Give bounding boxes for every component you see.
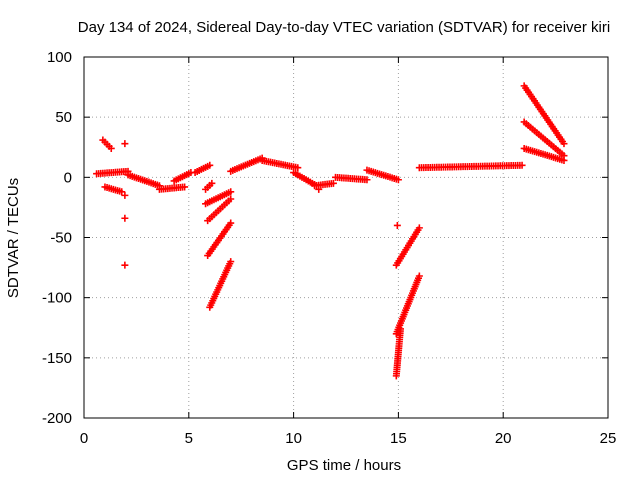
x-tick-label: 15 [390,430,407,447]
data-point [121,191,129,199]
y-tick-label: -150 [42,350,72,367]
y-tick-label: -100 [42,290,72,307]
y-tick-label: -200 [42,410,72,427]
y-tick-label: -50 [50,230,72,247]
gridlines [84,57,608,418]
data-point [396,325,404,333]
data-point [329,179,337,187]
data-point [227,195,235,203]
data-point [121,214,129,222]
axis-ticks: 0 5 10 15 20 25 -200 -150 -100 -50 0 50 100 [42,49,616,447]
data-point [206,161,214,169]
data-point [415,224,423,232]
x-tick-label: 25 [600,430,617,447]
data-point [208,179,216,187]
data-point [227,258,235,266]
data-point [560,156,568,164]
x-tick-label: 20 [495,430,512,447]
data-point [294,164,302,172]
data-point [118,188,126,196]
data-point [227,188,235,196]
y-tick-label: 50 [55,109,72,126]
chart-title: Day 134 of 2024, Sidereal Day-to-day VTE… [78,19,610,36]
y-tick-label: 100 [47,49,72,66]
data-point [315,185,323,193]
data-point [394,176,402,184]
x-tick-label: 10 [285,430,302,447]
x-axis-label: GPS time / hours [287,457,401,474]
data-point [415,272,423,280]
y-axis-label: SDTVAR / TECUs [5,178,22,298]
data-point [121,261,129,269]
x-tick-label: 0 [80,430,88,447]
x-tick-label: 5 [185,430,193,447]
y-tick-label: 0 [64,169,72,186]
data-point [393,221,401,229]
data-series [93,82,568,380]
data-point [560,140,568,148]
data-point [121,140,129,148]
plot-frame [83,56,609,419]
data-point [107,144,115,152]
data-point [363,176,371,184]
data-point [181,183,189,191]
data-point [518,161,526,169]
data-point [227,219,235,227]
